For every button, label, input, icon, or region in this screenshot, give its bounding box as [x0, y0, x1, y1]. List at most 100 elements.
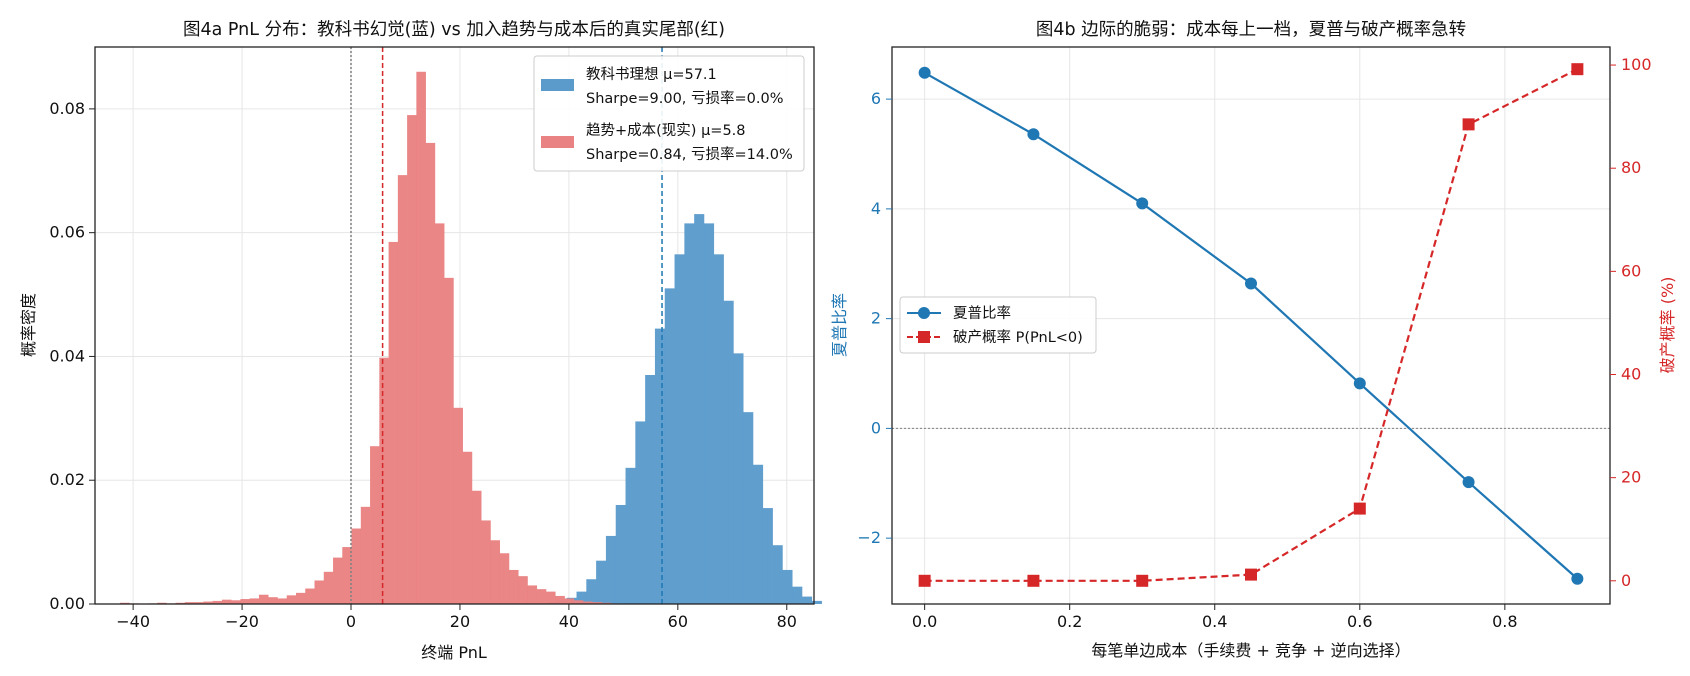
- line-axes-frame: [891, 46, 1611, 605]
- histogram-y-tick-label: 0.00: [49, 594, 85, 613]
- histogram-x-tick-label: 60: [668, 612, 688, 631]
- histogram-bar-reality: [416, 71, 426, 604]
- histogram-bar-reality: [184, 602, 195, 604]
- histogram-bar-reality: [314, 580, 325, 604]
- ruin-probability-point: [1353, 502, 1366, 515]
- line-x-axis-label: 每笔单边成本（手续费 + 竞争 + 逆向选择）: [1091, 641, 1410, 660]
- line-legend-box: [899, 296, 1097, 354]
- line-right-y-tick-label: 0: [1621, 571, 1631, 590]
- line-legend: 夏普比率 破产概率 P(PnL<0): [899, 296, 1097, 354]
- histogram-bar-reality: [573, 600, 584, 604]
- line-right-y-ticks: 0 20 40 60 80 100: [1610, 55, 1652, 590]
- histogram-bar-reality: [490, 540, 501, 604]
- histogram-panel: −40 −20 0 20 40 60 80 0.00 0.02 0.04 0.06 0.08 图4a…: [19, 20, 822, 662]
- line-x-tick-label: 0.2: [1057, 612, 1082, 631]
- legend-sublabel-textbook: Sharpe=9.00, 亏损率=0.0%: [586, 90, 784, 107]
- line-x-tick-label: 0.8: [1492, 612, 1517, 631]
- histogram-bar-reality: [453, 407, 463, 604]
- ruin-probability-point: [918, 574, 931, 587]
- histogram-bar-textbook: [792, 586, 803, 604]
- histogram-y-ticks: 0.00 0.02 0.04 0.06 0.08: [49, 99, 95, 613]
- histogram-bars: [120, 71, 822, 605]
- histogram-bar-reality: [305, 588, 315, 604]
- histogram-y-tick-label: 0.04: [49, 346, 85, 365]
- line-left-y-tick-label: 0: [871, 418, 881, 437]
- histogram-x-tick-label: 80: [777, 612, 797, 631]
- histogram-bar-reality: [277, 598, 288, 604]
- histogram-bar-textbook: [596, 560, 607, 604]
- histogram-bar-textbook: [743, 412, 754, 604]
- histogram-bar-textbook: [762, 508, 773, 604]
- histogram-y-axis-label: 概率密度: [19, 293, 38, 357]
- histogram-bar-reality: [370, 446, 380, 604]
- histogram-bar-reality: [388, 241, 399, 604]
- line-right-y-tick-label: 40: [1621, 364, 1641, 383]
- line-left-y-ticks: −2 0 2 4 6: [857, 89, 892, 547]
- histogram-bar-textbook: [664, 288, 675, 604]
- histogram-bar-reality: [295, 592, 306, 604]
- histogram-bar-textbook: [605, 535, 617, 604]
- line-x-tick-label: 0.0: [912, 612, 937, 631]
- histogram-bar-reality: [499, 553, 510, 604]
- histogram-bar-reality: [564, 598, 575, 604]
- histogram-bar-reality: [462, 451, 473, 604]
- legend-swatch-reality: [541, 136, 574, 148]
- histogram-bar-reality: [249, 598, 260, 604]
- histogram-bar-reality: [536, 589, 547, 604]
- line-right-y-tick-label: 20: [1621, 468, 1641, 487]
- histogram-bar-reality: [221, 599, 232, 604]
- histogram-bar-reality: [360, 506, 371, 604]
- histogram-bar-reality: [333, 557, 343, 604]
- line-series: [918, 63, 1584, 587]
- histogram-bar-textbook: [713, 254, 724, 605]
- histogram-bar-textbook: [684, 223, 695, 604]
- legend-swatch-textbook: [541, 79, 574, 91]
- legend-label-reality: 趋势+成本(现实) μ=5.8: [586, 122, 746, 139]
- sharpe-point: [1462, 476, 1475, 489]
- histogram-bar-reality: [268, 597, 278, 604]
- histogram-x-tick-label: 0: [346, 612, 356, 631]
- line-right-y-tick-label: 100: [1621, 55, 1652, 74]
- histogram-bar-reality: [407, 115, 417, 605]
- histogram-x-tick-label: 20: [450, 612, 470, 631]
- line-left-y-tick-label: 6: [871, 89, 881, 108]
- histogram-bar-reality: [231, 600, 241, 604]
- histogram-bar-reality: [555, 595, 565, 604]
- histogram-y-tick-label: 0.08: [49, 99, 85, 118]
- histogram-axes-frame: [94, 46, 815, 605]
- legend-label-sharpe: 夏普比率: [953, 305, 1011, 322]
- histogram-bar-reality: [583, 601, 593, 604]
- histogram-bar-textbook: [811, 600, 822, 604]
- legend-marker-ruin: [918, 331, 930, 343]
- histogram-legend: 教科书理想 μ=57.1 Sharpe=9.00, 亏损率=0.0% 趋势+成本…: [533, 55, 805, 172]
- sharpe-point: [1136, 197, 1149, 210]
- line-left-y-tick-label: −2: [857, 528, 881, 547]
- histogram-bar-reality: [379, 357, 389, 604]
- line-panel: 0.0 0.2 0.4 0.6 0.8 −2 0 2 4 6 0 20 40 60 80 100 图4b …: [830, 20, 1677, 660]
- histogram-x-tick-label: 40: [559, 612, 579, 631]
- histogram-y-tick-label: 0.02: [49, 470, 85, 489]
- histogram-bar-textbook: [772, 545, 783, 604]
- ruin-probability-point: [1027, 574, 1040, 587]
- sharpe-point: [1027, 128, 1040, 141]
- ruin-probability-point: [1245, 568, 1257, 581]
- histogram-bar-reality: [546, 591, 556, 604]
- line-title: 图4b 边际的脆弱：成本每上一档，夏普与破产概率急转: [1036, 20, 1466, 40]
- histogram-bar-textbook: [615, 504, 626, 604]
- histogram-bar-reality: [434, 223, 445, 604]
- histogram-bar-reality: [518, 576, 528, 604]
- histogram-bar-textbook: [802, 596, 813, 604]
- ruin-probability-point: [1136, 574, 1149, 587]
- histogram-x-tick-label: −20: [225, 612, 259, 631]
- histogram-bar-reality: [342, 547, 352, 604]
- line-right-y-tick-label: 60: [1621, 261, 1641, 280]
- line-x-ticks: 0.0 0.2 0.4 0.6 0.8: [912, 604, 1518, 631]
- legend-label-textbook: 教科书理想 μ=57.1: [586, 66, 717, 83]
- histogram-bar-reality: [286, 595, 297, 604]
- line-x-tick-label: 0.4: [1202, 612, 1227, 631]
- histogram-bar-textbook: [723, 300, 734, 604]
- histogram-bar-reality: [527, 585, 538, 604]
- histogram-bar-textbook: [576, 591, 587, 604]
- histogram-bar-reality: [212, 600, 223, 604]
- sharpe-point: [1571, 572, 1584, 585]
